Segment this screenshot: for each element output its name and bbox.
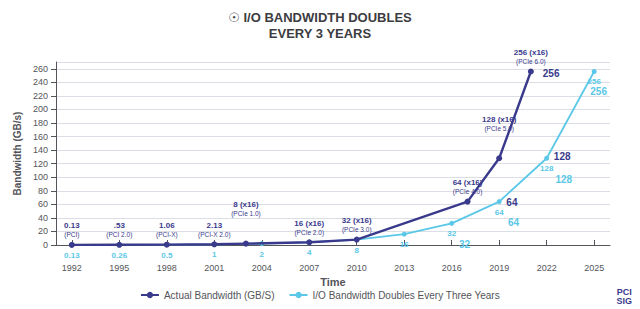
svg-text:120: 120 [33,159,48,169]
svg-text:256: 256 [590,86,607,97]
svg-text:Actual Bandwidth (GB/S): Actual Bandwidth (GB/S) [164,290,275,301]
svg-text:(PCIe 1.0): (PCIe 1.0) [231,210,261,218]
svg-text:20: 20 [38,226,48,236]
svg-text:128: 128 [554,151,571,162]
svg-text:64 (x16): 64 (x16) [453,178,483,187]
svg-text:0: 0 [43,240,48,250]
svg-text:8 (x16): 8 (x16) [233,200,259,209]
svg-text:2.13: 2.13 [206,221,222,230]
svg-text:2001: 2001 [204,263,224,273]
svg-text:0.13: 0.13 [64,221,80,230]
svg-text:1995: 1995 [109,263,129,273]
svg-text:PCI: PCI [616,286,632,297]
svg-text:(PCIe 4.0): (PCIe 4.0) [453,188,483,196]
svg-text:1.06: 1.06 [159,221,175,230]
svg-text:2013: 2013 [394,263,414,273]
svg-text:40: 40 [38,213,48,223]
svg-text:180: 180 [33,118,48,128]
svg-text:32: 32 [459,239,471,250]
svg-text:Bandwidth (GB/s): Bandwidth (GB/s) [12,112,23,196]
svg-text:(PCIe 3.0): (PCIe 3.0) [342,226,372,234]
svg-text:I/O Bandwidth Doubles Every Th: I/O Bandwidth Doubles Every Three Years [313,290,500,301]
svg-text:(PCI 2.0): (PCI 2.0) [106,231,132,239]
svg-text:1: 1 [212,250,217,259]
svg-text:1998: 1998 [157,263,177,273]
svg-text:(PCI): (PCI) [64,231,79,239]
svg-text:(PCI-X): (PCI-X) [156,231,178,239]
svg-text:128: 128 [540,164,554,173]
svg-text:.53: .53 [114,221,126,230]
svg-text:16 (x16): 16 (x16) [294,219,324,228]
svg-text:64: 64 [508,217,520,228]
svg-text:80: 80 [38,186,48,196]
svg-text:256: 256 [587,77,601,87]
svg-text:260: 260 [33,64,48,74]
svg-text:2010: 2010 [347,263,367,273]
svg-text:0.5: 0.5 [161,251,173,260]
svg-text:4: 4 [307,248,312,257]
svg-text:32 (x16): 32 (x16) [342,216,372,225]
svg-text:☉ I/O BANDWIDTH DOUBLES: ☉ I/O BANDWIDTH DOUBLES [228,10,412,25]
svg-text:0.26: 0.26 [112,251,128,260]
svg-text:240: 240 [33,77,48,87]
svg-text:EVERY 3 YEARS: EVERY 3 YEARS [269,26,372,41]
svg-text:1992: 1992 [62,263,82,273]
svg-text:Time: Time [320,276,345,288]
svg-text:(PCIe 2.0): (PCIe 2.0) [294,229,324,237]
svg-text:2025: 2025 [584,263,604,273]
svg-text:2004: 2004 [252,263,272,273]
svg-text:16: 16 [400,240,409,249]
svg-text:SIG: SIG [616,296,632,306]
svg-text:60: 60 [38,199,48,209]
svg-text:2016: 2016 [442,263,462,273]
svg-text:256: 256 [543,68,560,79]
svg-text:(PCIe 5.0): (PCIe 5.0) [484,125,514,133]
svg-text:64: 64 [506,197,518,208]
svg-text:2007: 2007 [299,263,319,273]
svg-text:140: 140 [33,145,48,155]
svg-text:128 (x16): 128 (x16) [482,115,517,124]
svg-text:200: 200 [33,104,48,114]
svg-text:256 (x16): 256 (x16) [514,48,549,57]
svg-text:64: 64 [495,208,504,217]
svg-text:220: 220 [33,91,48,101]
svg-text:2019: 2019 [489,263,509,273]
svg-text:128: 128 [555,174,572,185]
svg-text:2022: 2022 [537,263,557,273]
svg-text:0.13: 0.13 [64,251,80,260]
svg-text:(PCI-X 2.0): (PCI-X 2.0) [198,231,231,239]
svg-text:(PCIe 6.0): (PCIe 6.0) [516,58,546,66]
svg-text:2: 2 [260,250,265,259]
svg-text:32: 32 [447,229,456,238]
svg-text:100: 100 [33,172,48,182]
svg-text:8: 8 [355,246,360,255]
svg-text:160: 160 [33,132,48,142]
